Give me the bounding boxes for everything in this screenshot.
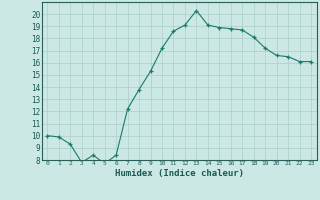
X-axis label: Humidex (Indice chaleur): Humidex (Indice chaleur): [115, 169, 244, 178]
